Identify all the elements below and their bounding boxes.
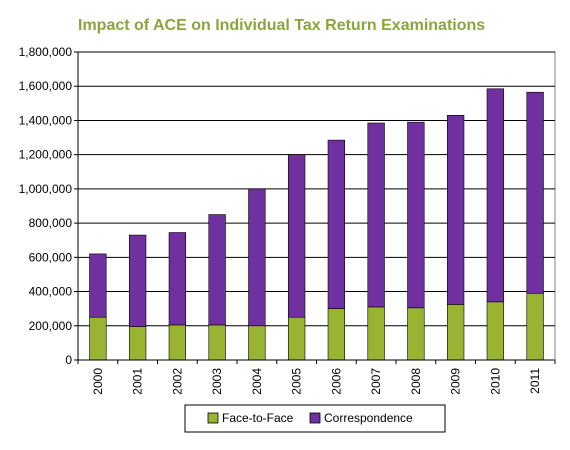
x-tick-label: 2004 [250, 368, 264, 395]
x-tick-label: 2006 [329, 368, 343, 395]
bar-correspondence [446, 115, 465, 305]
x-tick-label: 2007 [369, 368, 383, 395]
x-tick-label: 2010 [488, 368, 502, 395]
y-tick-label: 0 [65, 353, 72, 367]
x-tick-label: 2011 [528, 368, 542, 394]
legend: Face-to-Face Correspondence [184, 404, 446, 433]
bar-correspondence [168, 232, 187, 326]
bar-correspondence [367, 122, 385, 308]
y-tick-label: 1,000,000 [19, 182, 73, 196]
bar-correspondence [89, 253, 107, 318]
bar-correspondence [128, 234, 147, 327]
y-tick-label: 1,200,000 [19, 148, 73, 162]
bar-face-to-face [89, 316, 107, 361]
gridlines [77, 51, 556, 361]
bar-face-to-face [208, 324, 226, 361]
bar-face-to-face [128, 326, 147, 361]
x-tick-label: 2000 [91, 368, 105, 395]
y-tick-label: 600,000 [29, 250, 73, 264]
bar-face-to-face [526, 292, 544, 361]
bars [89, 88, 544, 361]
bar-correspondence [327, 139, 346, 309]
bar-face-to-face [407, 307, 425, 361]
x-tick-label: 2001 [131, 368, 145, 395]
bar-face-to-face [367, 306, 385, 361]
y-tick-label: 400,000 [29, 285, 73, 299]
bar-correspondence [526, 91, 544, 294]
legend-swatch-correspondence [309, 412, 321, 424]
legend-label-face-to-face: Face-to-Face [222, 411, 294, 425]
axes [74, 51, 556, 364]
bar-face-to-face [287, 316, 306, 361]
y-tick-label: 200,000 [29, 319, 73, 333]
x-tick-label: 2003 [210, 368, 224, 395]
bar-face-to-face [327, 308, 346, 361]
chart-title: Impact of ACE on Individual Tax Return E… [78, 17, 485, 34]
x-tick-label: 2009 [449, 368, 463, 395]
legend-label-correspondence: Correspondence [324, 411, 413, 425]
y-axis-ticks: 0 200,000 400,000 600,000 800,000 1,000,000 1,… [19, 45, 73, 367]
y-tick-label: 1,600,000 [19, 79, 73, 93]
bar-face-to-face [446, 304, 465, 361]
x-tick-label: 2008 [409, 368, 423, 395]
x-tick-label: 2002 [170, 368, 184, 395]
bar-correspondence [486, 88, 505, 303]
bar-face-to-face [248, 325, 266, 361]
bar-correspondence [248, 188, 266, 327]
bar-correspondence [407, 121, 425, 309]
legend-swatch-face-to-face [207, 412, 219, 424]
bar-correspondence [208, 214, 226, 326]
y-tick-label: 1,400,000 [19, 113, 73, 127]
plot-area [77, 51, 556, 361]
y-tick-label: 800,000 [29, 216, 73, 230]
bar-face-to-face [168, 324, 187, 361]
bar-correspondence [287, 154, 306, 318]
bar-face-to-face [486, 301, 505, 361]
x-tick-label: 2005 [290, 368, 304, 395]
y-tick-label: 1,800,000 [19, 45, 73, 59]
x-axis-ticks: 2000 2001 2002 2003 2004 2005 2006 2007 2008 2009… [91, 368, 542, 395]
